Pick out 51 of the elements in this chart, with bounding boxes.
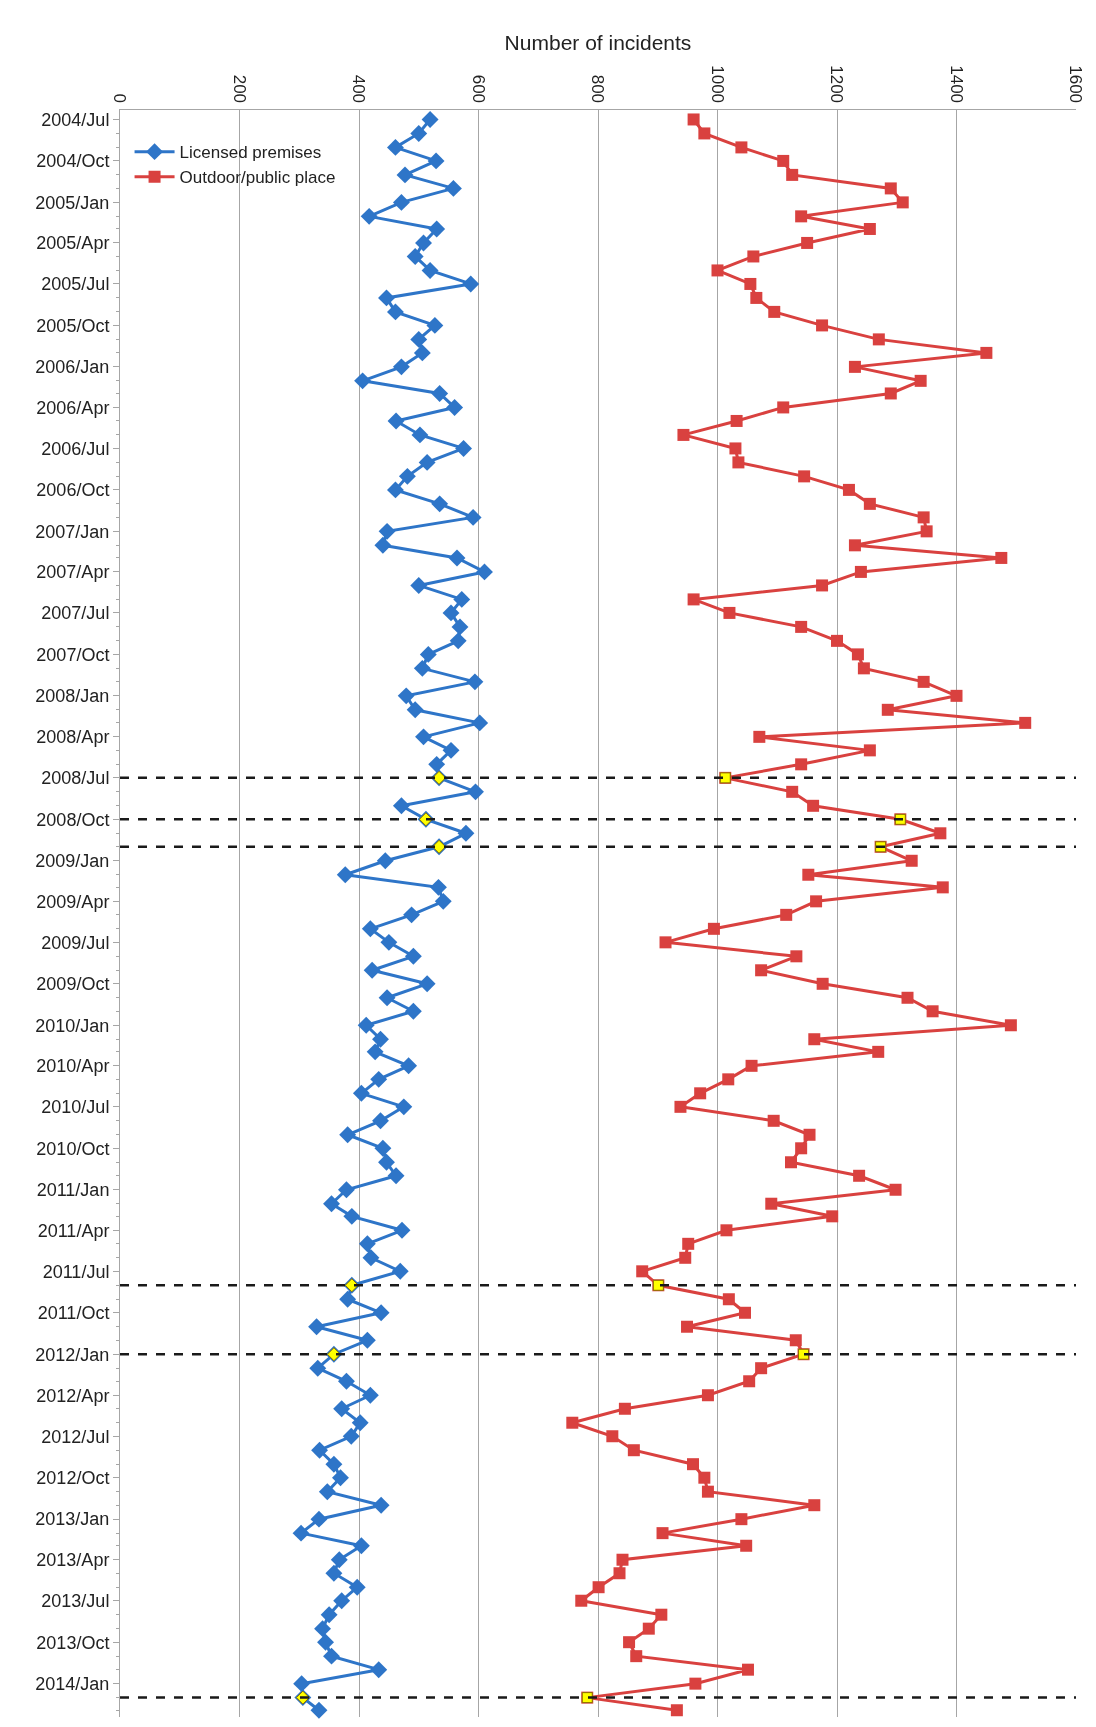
y-tick-label: 2005/Oct: [36, 315, 110, 336]
y-tick-label: 2011/Jan: [36, 1180, 110, 1201]
y-tick-label: 2014/Jan: [35, 1673, 110, 1694]
y-tick-label: 2010/Jan: [35, 1015, 110, 1036]
y-tick-label: 2004/Oct: [36, 151, 110, 172]
y-tick-label: 2005/Apr: [36, 233, 110, 254]
y-tick-label: 2005/Jan: [35, 192, 110, 213]
y-tick-label: 2012/Oct: [36, 1468, 110, 1489]
x-tick-label: 600: [468, 74, 488, 104]
y-tick-label: 2011/Apr: [37, 1220, 110, 1241]
y-tick-label: 2006/Jan: [35, 357, 110, 378]
y-tick-label: 2007/Oct: [36, 644, 110, 665]
y-tick-label: 2008/Oct: [36, 809, 110, 830]
legend-label: Outdoor/public place: [179, 168, 336, 188]
y-tick-label: 2004/Jul: [41, 109, 110, 130]
x-tick-label: 800: [588, 74, 608, 104]
y-tick-label: 2012/Jul: [41, 1426, 110, 1447]
y-tick-label: 2006/Jul: [41, 438, 110, 459]
y-tick-label: 2008/Jul: [41, 768, 110, 789]
y-tick-label: 2013/Apr: [36, 1550, 110, 1571]
y-tick-label: 2013/Jan: [35, 1509, 110, 1530]
y-tick-label: 2006/Apr: [36, 397, 110, 418]
x-tick-label: 1400: [946, 65, 966, 104]
y-tick-label: 2013/Oct: [36, 1632, 110, 1653]
y-tick-label: 2011/Oct: [37, 1303, 110, 1324]
y-tick-label: 2009/Apr: [36, 891, 110, 912]
y-tick-label: 2008/Jan: [35, 686, 110, 707]
y-tick-label: 2009/Jan: [35, 851, 110, 872]
y-tick-label: 2009/Jul: [41, 932, 110, 953]
y-tick-label: 2007/Jan: [35, 521, 110, 542]
x-tick-label: 400: [349, 74, 369, 104]
x-tick-label: 0: [110, 93, 130, 104]
x-axis-title: Number of incidents: [504, 31, 692, 55]
y-tick-label: 2010/Oct: [36, 1138, 110, 1159]
y-tick-label: 2013/Jul: [41, 1591, 110, 1612]
y-tick-label: 2012/Jan: [35, 1344, 110, 1365]
y-tick-label: 2010/Apr: [36, 1056, 110, 1077]
y-tick-label: 2012/Apr: [36, 1385, 110, 1406]
x-tick-label: 1000: [707, 65, 727, 104]
x-tick-label: 1600: [1066, 65, 1086, 104]
legend-label: Licensed premises: [179, 143, 322, 163]
y-tick-label: 2006/Oct: [36, 480, 110, 501]
y-tick-label: 2011/Jul: [42, 1261, 110, 1282]
x-tick-label: 1200: [827, 65, 847, 104]
y-tick-label: 2007/Jul: [41, 603, 110, 624]
y-tick-label: 2007/Apr: [36, 562, 110, 583]
y-tick-label: 2008/Apr: [36, 727, 110, 748]
x-tick-label: 200: [229, 74, 249, 104]
y-tick-label: 2005/Jul: [41, 274, 110, 295]
y-tick-label: 2009/Oct: [36, 974, 110, 995]
y-tick-label: 2010/Jul: [41, 1097, 110, 1118]
